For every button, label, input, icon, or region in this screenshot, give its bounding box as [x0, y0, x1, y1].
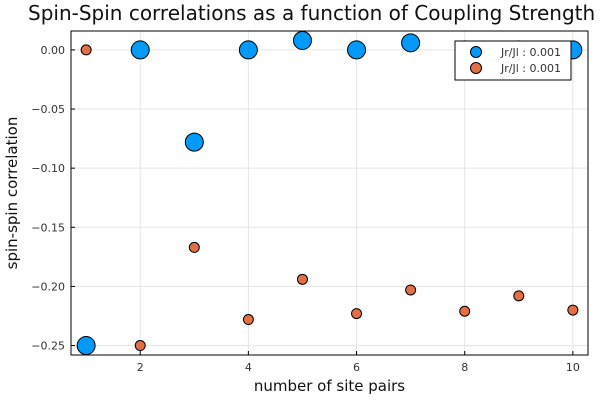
- series-2-point: [134, 340, 146, 352]
- series-2-point: [296, 273, 308, 285]
- x-tick-label: 8: [461, 361, 468, 374]
- y-tick-label: −0.25: [31, 340, 65, 353]
- y-tick-label: −0.05: [31, 103, 65, 116]
- legend-marker: [470, 62, 482, 74]
- series-2-point: [513, 290, 525, 302]
- series-2-point: [459, 305, 471, 317]
- series-2-point: [351, 308, 363, 320]
- plot-area-frame: [70, 30, 589, 356]
- x-tick-label: 10: [566, 361, 580, 374]
- series-2-point: [188, 241, 200, 253]
- axis-ticks: 2 4 6 8 10 0.00 −0.05 −0.10 −0.15 −0.20 −0.25: [31, 44, 580, 374]
- y-tick-label: −0.20: [31, 280, 65, 293]
- series-2-point: [567, 304, 579, 316]
- series-1-point: [292, 31, 312, 50]
- series-1-point: [401, 33, 421, 53]
- x-tick-label: 4: [245, 361, 252, 374]
- y-tick-label: −0.10: [31, 162, 65, 175]
- series-2-point: [405, 284, 417, 296]
- y-tick-label: −0.15: [31, 221, 65, 234]
- series-1-point: [76, 336, 96, 355]
- legend-label: Jr/Jl : 0.001: [500, 46, 561, 59]
- series-2-point: [80, 44, 92, 56]
- y-tick-label: 0.00: [41, 44, 66, 57]
- series-1-point: [184, 132, 204, 152]
- series-1-point: [130, 40, 150, 60]
- series-1-point: [238, 40, 258, 60]
- legend: Jr/Jl : 0.001 Jr/Jl : 0.001: [454, 40, 572, 81]
- legend-label: Jr/Jl : 0.001: [500, 62, 561, 75]
- x-tick-label: 2: [137, 361, 144, 374]
- x-tick-label: 6: [353, 361, 360, 374]
- x-axis-label: number of site pairs: [254, 377, 405, 395]
- y-axis-label: spin-spin correlation: [3, 117, 21, 270]
- grid: [71, 31, 588, 355]
- series-1-point: [347, 40, 367, 60]
- legend-marker: [470, 46, 482, 58]
- chart-title: Spin-Spin correlations as a function of …: [28, 1, 595, 25]
- series-2-point: [242, 314, 254, 326]
